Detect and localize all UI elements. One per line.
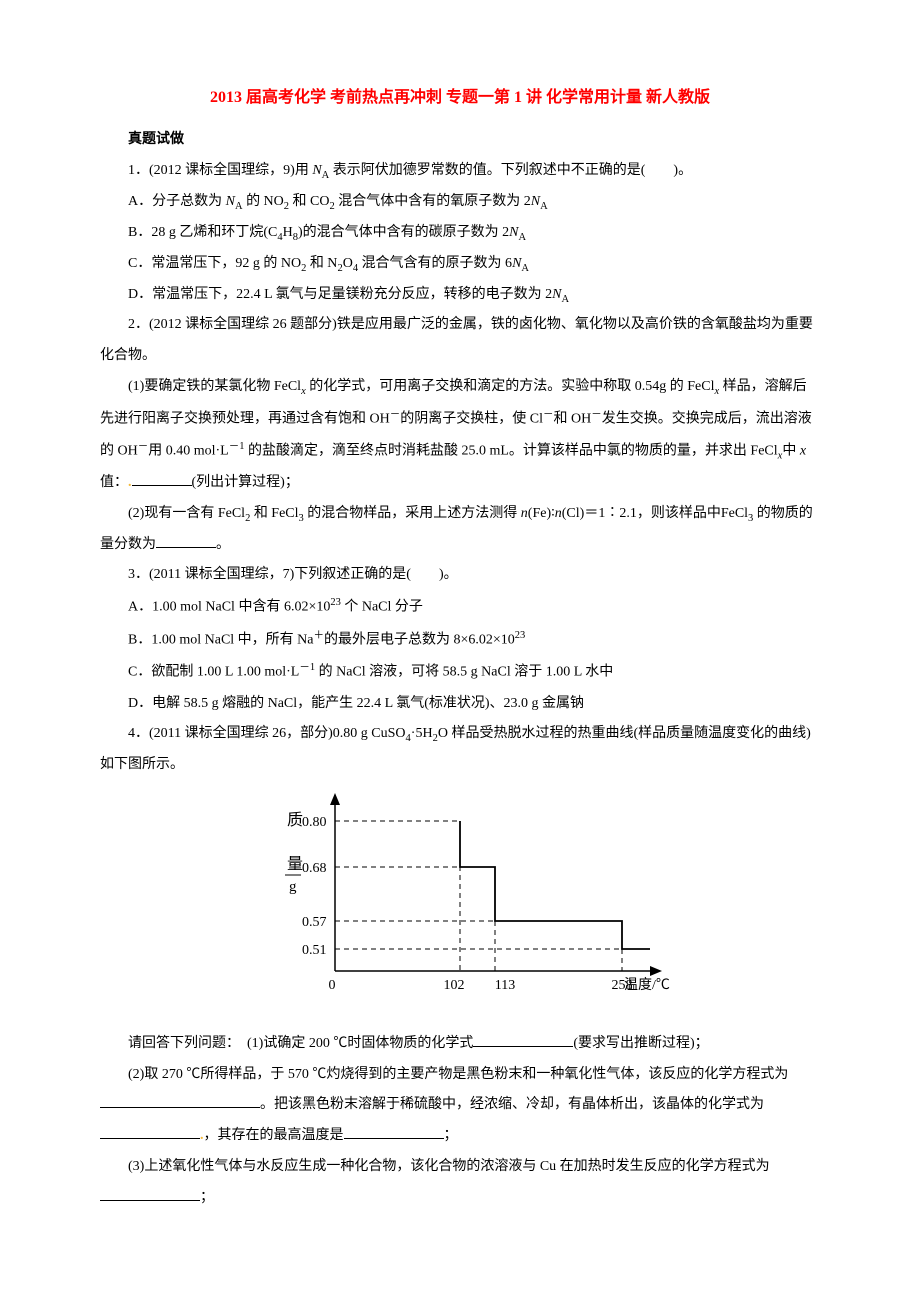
blank-input[interactable]	[473, 1032, 573, 1047]
blank-input[interactable]	[100, 1186, 200, 1201]
q2-part2: (2)现有一含有 FeCl2 和 FeCl3 的混合物样品，采用上述方法测得 n…	[100, 499, 820, 561]
q1-option-a: A．分子总数为 NA 的 NO2 和 CO2 混合气体中含有的氧原子数为 2NA	[100, 187, 820, 218]
svg-text:0.68: 0.68	[302, 861, 327, 876]
q4-part2: (2)取 270 ℃所得样品，于 570 ℃灼烧得到的主要产物是黑色粉末和一种氧…	[100, 1060, 820, 1152]
svg-text:0: 0	[329, 978, 336, 993]
q4-p2-tail: ；	[444, 1128, 458, 1143]
blank-input[interactable]	[132, 471, 192, 486]
svg-text:量: 量	[287, 856, 303, 873]
svg-text:113: 113	[495, 978, 515, 993]
svg-text:0.80: 0.80	[302, 815, 327, 830]
q4-p1-lead: 请回答下列问题： (1)试确定 200 ℃时固体物质的化学式	[128, 1036, 473, 1051]
blank-input[interactable]	[100, 1093, 260, 1108]
q4-p3-tail: ；	[200, 1190, 214, 1205]
q2-part1: (1)要确定铁的某氯化物 FeClx 的化学式，可用离子交换和滴定的方法。实验中…	[100, 372, 820, 499]
q3-option-d: D．电解 58.5 g 熔融的 NaCl，能产生 22.4 L 氯气(标准状况)…	[100, 689, 820, 720]
q3-option-c: C．欲配制 1.00 L 1.00 mol·L－1 的 NaCl 溶液，可将 5…	[100, 656, 820, 688]
q2-stem: 2．(2012 课标全国理综 26 题部分)铁是应用最广泛的金属，铁的卤化物、氧…	[100, 310, 820, 372]
q4-p2-mid2: ，其存在的最高温度是	[204, 1128, 344, 1143]
q4-p3-lead: (3)上述氧化性气体与水反应生成一种化合物，该化合物的浓溶液与 Cu 在加热时发…	[128, 1159, 770, 1174]
section-heading: 真题试做	[100, 125, 820, 156]
page-title: 2013 届高考化学 考前热点再冲刺 专题一第 1 讲 化学常用计量 新人教版	[100, 80, 820, 115]
q2-p2-tail: 。	[216, 537, 230, 552]
blank-input[interactable]	[100, 1124, 200, 1139]
q1-stem: 1．(2012 课标全国理综，9)用 NA 表示阿伏加德罗常数的值。下列叙述中不…	[100, 156, 820, 187]
svg-text:0.57: 0.57	[302, 915, 327, 930]
svg-text:g: g	[289, 879, 297, 895]
svg-text:102: 102	[444, 978, 465, 993]
q3-option-a: A．1.00 mol NaCl 中含有 6.02×1023 个 NaCl 分子	[100, 591, 820, 623]
q4-p2-lead: (2)取 270 ℃所得样品，于 570 ℃灼烧得到的主要产物是黑色粉末和一种氧…	[128, 1067, 788, 1082]
svg-text:0.51: 0.51	[302, 943, 327, 958]
q1-option-d: D．常温常压下，22.4 L 氯气与足量镁粉充分反应，转移的电子数为 2NA	[100, 280, 820, 311]
q4-part1: 请回答下列问题： (1)试确定 200 ℃时固体物质的化学式 (要求写出推断过程)…	[100, 1029, 820, 1060]
svg-text:温度/℃: 温度/℃	[624, 977, 670, 993]
blank-input[interactable]	[344, 1124, 444, 1139]
q4-p2-mid1: 。把该黑色粉末溶解于稀硫酸中，经浓缩、冷却，有晶体析出，该晶体的化学式为	[260, 1097, 764, 1112]
q2-p1-tail: (列出计算过程)；	[192, 475, 299, 490]
q1-option-b: B．28 g 乙烯和环丁烷(C4H8)的混合气体中含有的碳原子数为 2NA	[100, 218, 820, 249]
q1-option-c: C．常温常压下，92 g 的 NO2 和 N2O4 混合气含有的原子数为 6NA	[100, 249, 820, 280]
blank-input[interactable]	[156, 533, 216, 548]
q4-stem: 4．(2011 课标全国理综 26，部分)0.80 g CuSO4·5H2O 样…	[100, 719, 820, 781]
q3-stem: 3．(2011 课标全国理综，7)下列叙述正确的是( )。	[100, 560, 820, 591]
q4-part3: (3)上述氧化性气体与水反应生成一种化合物，该化合物的浓溶液与 Cu 在加热时发…	[100, 1152, 820, 1214]
q3-option-b: B．1.00 mol NaCl 中，所有 Na＋的最外层电子总数为 8×6.02…	[100, 624, 820, 656]
svg-text:质: 质	[287, 811, 303, 829]
q4-p1-tail: (要求写出推断过程)；	[573, 1036, 708, 1051]
thermogravimetric-chart: 质量g0.800.680.570.510102113258温度/℃	[100, 791, 820, 1019]
